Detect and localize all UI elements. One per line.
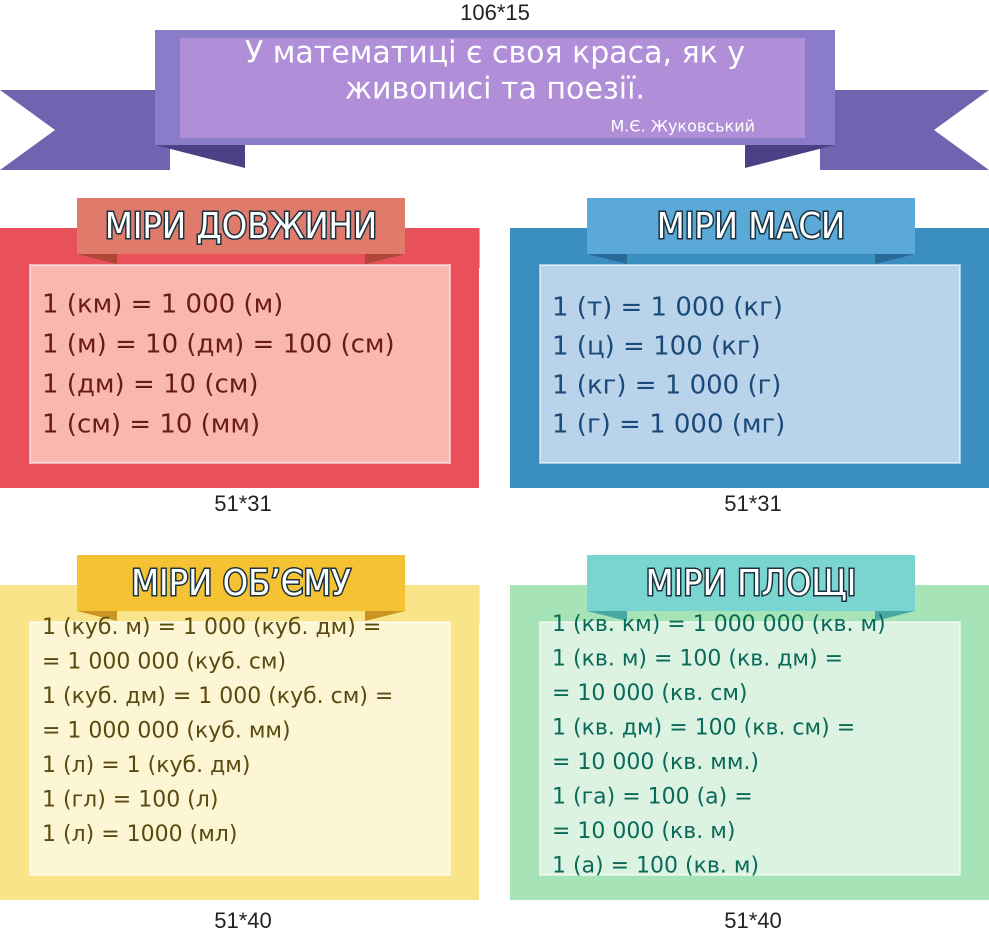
panel-inner: [29, 264, 451, 464]
formula: 1 (км) = 1 000 (м): [42, 290, 283, 320]
formula: 1 (а) = 100 (кв. м): [552, 854, 759, 879]
tab-fold: [587, 611, 627, 621]
tab-fold: [587, 254, 627, 264]
panel-title: МІРИ МАСИ: [657, 206, 845, 247]
formula: = 10 000 (кв. см): [552, 681, 748, 706]
title-tab: [77, 555, 405, 611]
tab-fold: [365, 254, 405, 264]
formula: 1 (га) = 100 (а) =: [552, 785, 753, 810]
size-label: 106*15: [460, 0, 530, 25]
formula: 1 (см) = 10 (мм): [42, 410, 260, 440]
title-tab: [77, 198, 405, 254]
quote-line: У математиці є своя краса, як у: [245, 36, 745, 71]
panel-inner: [539, 621, 961, 876]
tab-fold: [365, 611, 405, 621]
size-label: 51*40: [724, 908, 782, 930]
formula: = 10 000 (кв. м): [552, 819, 735, 844]
panel-inner: [539, 264, 961, 464]
title-tab: [587, 555, 915, 611]
size-label: 51*31: [724, 491, 782, 516]
tab-fold: [875, 254, 915, 264]
formula: = 10 000 (кв. мм.): [552, 750, 759, 775]
panel-title: МІРИ ОБ’ЄМУ: [131, 563, 351, 604]
banner-inner: [180, 38, 805, 138]
formula: 1 (кв. м) = 100 (кв. дм) =: [552, 647, 843, 672]
tab-fold: [77, 254, 117, 264]
size-label: 51*40: [214, 908, 272, 930]
ribbon-tail: [820, 90, 989, 170]
formula: 1 (кв. дм) = 100 (кв. см) =: [552, 716, 855, 741]
formula: 1 (куб. дм) = 1 000 (куб. см) =: [42, 684, 393, 709]
formula: 1 (г) = 1 000 (мг): [552, 410, 785, 440]
formula: 1 (кв. км) = 1 000 000 (кв. м): [552, 612, 886, 637]
ribbon-fold: [155, 145, 245, 168]
formula: 1 (кг) = 1 000 (г): [552, 371, 781, 401]
ribbon-fold: [745, 145, 835, 168]
size-label: 51*31: [214, 491, 272, 516]
title-tab: [587, 198, 915, 254]
formula: 1 (л) = 1 (куб. дм): [42, 753, 250, 778]
formula: = 1 000 000 (куб. см): [42, 650, 286, 675]
tab-fold: [875, 611, 915, 621]
formula: 1 (дм) = 10 (см): [42, 370, 259, 400]
panel-title: МІРИ ПЛОЩІ: [646, 563, 857, 604]
formula: 1 (ц) = 100 (кг): [552, 332, 761, 362]
formula: 1 (л) = 1000 (мл): [42, 822, 237, 847]
tab-fold: [77, 611, 117, 621]
quote-author: М.Є. Жуковський: [610, 117, 755, 136]
formula: 1 (т) = 1 000 (кг): [552, 293, 783, 323]
ribbon-tail: [0, 90, 170, 170]
quote-line: живописі та поезії.: [345, 72, 645, 107]
panel-title: МІРИ ДОВЖИНИ: [105, 206, 377, 247]
formula: = 1 000 000 (куб. мм): [42, 719, 291, 744]
formula: 1 (гл) = 100 (л): [42, 788, 218, 813]
formula: 1 (куб. м) = 1 000 (куб. дм) =: [42, 615, 381, 640]
formula: 1 (м) = 10 (дм) = 100 (см): [42, 330, 395, 360]
panel-inner: [29, 621, 451, 876]
